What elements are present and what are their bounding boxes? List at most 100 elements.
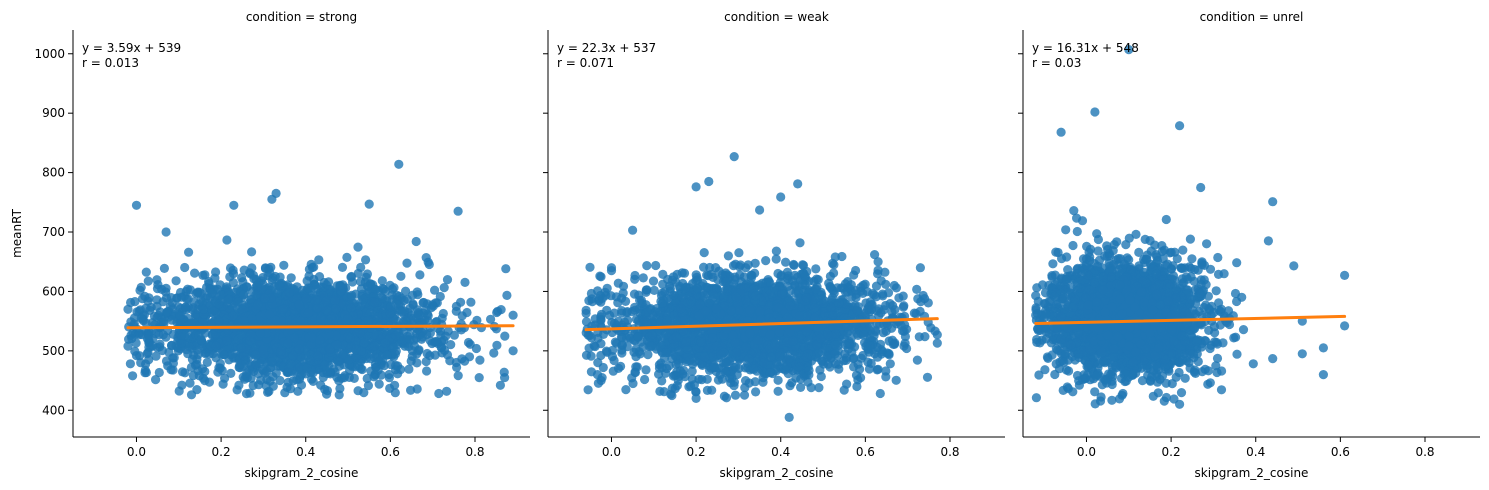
data-point xyxy=(349,373,359,383)
data-point xyxy=(324,277,334,287)
data-point xyxy=(321,296,331,306)
data-point xyxy=(585,262,595,272)
data-point xyxy=(640,374,650,385)
data-point xyxy=(313,351,323,361)
data-point xyxy=(609,355,619,366)
data-point xyxy=(391,365,401,375)
data-point xyxy=(254,380,264,390)
equation-annotation: y = 3.59x + 539 xyxy=(82,41,181,55)
data-point xyxy=(193,287,203,297)
data-point xyxy=(493,306,503,316)
data-point xyxy=(370,341,380,351)
r-annotation: r = 0.013 xyxy=(82,56,139,70)
data-point xyxy=(247,247,257,257)
data-point xyxy=(750,377,760,387)
data-point xyxy=(451,301,461,311)
data-point xyxy=(637,298,647,308)
data-point xyxy=(186,390,197,400)
data-point xyxy=(418,298,428,308)
data-point xyxy=(428,301,438,311)
data-point xyxy=(125,359,135,369)
data-point xyxy=(373,365,383,375)
data-point xyxy=(322,306,332,316)
data-point xyxy=(741,376,751,386)
data-point xyxy=(159,263,169,273)
data-point xyxy=(377,276,387,286)
data-point xyxy=(750,258,760,268)
data-point xyxy=(638,273,648,283)
data-point xyxy=(629,289,640,299)
data-point xyxy=(200,366,210,377)
data-point xyxy=(213,367,223,377)
data-point xyxy=(263,387,273,397)
data-point xyxy=(236,343,246,353)
data-point xyxy=(312,295,322,305)
data-point xyxy=(331,304,341,314)
data-point xyxy=(800,271,810,281)
data-point xyxy=(362,269,372,279)
data-point xyxy=(878,291,888,301)
data-point xyxy=(267,357,277,367)
data-point xyxy=(286,273,296,283)
data-point xyxy=(145,305,155,315)
data-point xyxy=(131,351,142,361)
y-tick-label: 900 xyxy=(42,106,65,120)
data-point xyxy=(302,363,312,373)
data-point xyxy=(226,368,236,378)
data-point xyxy=(123,304,133,314)
x-tick-label: 0.4 xyxy=(296,445,315,459)
data-point xyxy=(421,356,431,367)
data-point xyxy=(608,366,618,376)
data-point xyxy=(183,284,193,294)
data-point xyxy=(475,355,485,365)
data-point xyxy=(466,297,476,307)
data-point xyxy=(909,308,920,318)
data-point xyxy=(181,302,191,312)
data-point xyxy=(267,194,277,204)
data-point xyxy=(135,305,145,315)
data-point xyxy=(264,309,275,320)
data-point xyxy=(474,373,484,383)
data-point xyxy=(175,310,185,320)
data-point xyxy=(402,258,412,268)
data-point xyxy=(245,336,255,346)
y-tick-label: 800 xyxy=(42,166,65,180)
y-tick-label: 500 xyxy=(42,344,65,358)
data-point xyxy=(337,262,348,272)
data-point xyxy=(166,293,176,303)
data-point xyxy=(200,270,210,280)
data-point xyxy=(288,376,298,386)
data-point xyxy=(884,350,894,360)
data-point xyxy=(657,376,667,386)
scatter-points xyxy=(581,152,942,422)
data-point xyxy=(584,343,594,353)
data-point xyxy=(411,236,421,247)
data-point xyxy=(123,341,133,351)
data-point xyxy=(361,255,371,265)
data-point xyxy=(131,338,141,348)
data-point xyxy=(136,313,146,323)
data-point xyxy=(158,330,168,340)
x-axis-label: skipgram_2_cosine xyxy=(245,466,359,480)
data-point xyxy=(885,359,895,369)
data-point xyxy=(363,315,373,325)
data-point xyxy=(728,261,739,271)
data-point xyxy=(192,354,202,364)
data-point xyxy=(641,365,651,375)
panel-title: condition = strong xyxy=(246,10,357,24)
x-tick-label: 0.2 xyxy=(212,445,231,459)
data-point xyxy=(126,317,136,327)
data-point xyxy=(771,246,782,256)
data-point xyxy=(707,385,717,395)
data-point xyxy=(422,366,432,376)
data-point xyxy=(294,344,304,354)
data-point xyxy=(131,200,142,210)
data-point xyxy=(363,381,373,391)
x-tick-label: 0.6 xyxy=(381,445,400,459)
data-point xyxy=(415,270,425,280)
data-point xyxy=(405,335,415,345)
data-point xyxy=(177,380,187,390)
data-point xyxy=(364,199,374,209)
data-point xyxy=(739,390,750,400)
